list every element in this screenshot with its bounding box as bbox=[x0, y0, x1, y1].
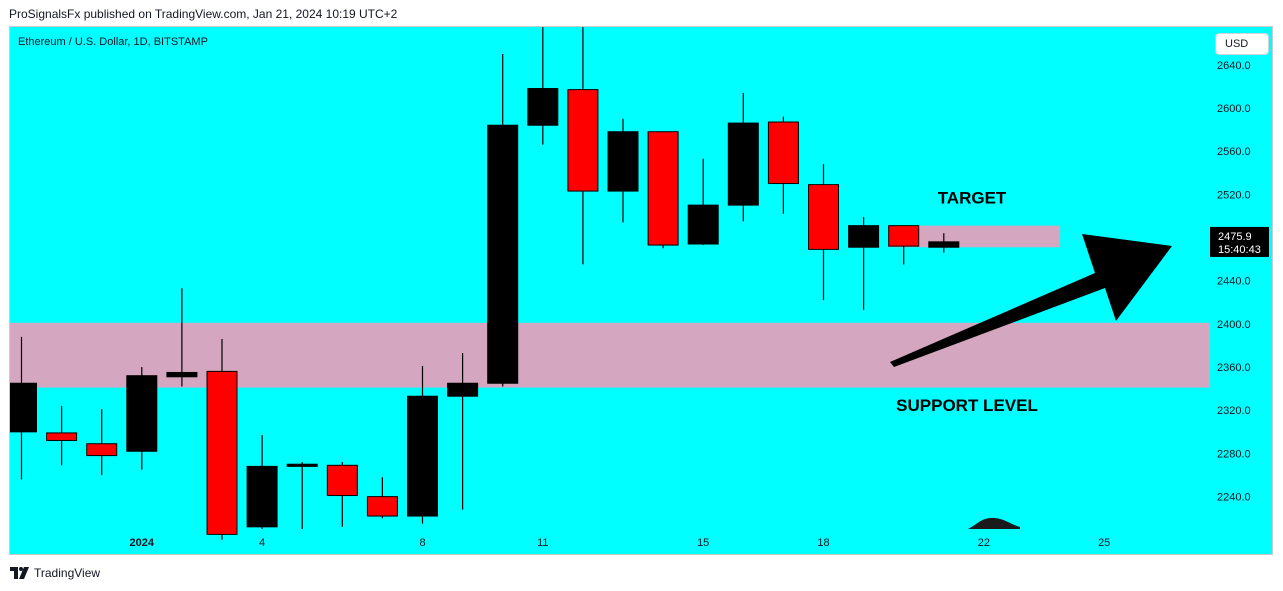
time-tick-label: 22 bbox=[978, 537, 990, 549]
candle bbox=[206, 338, 238, 540]
symbol-title: Ethereum / U.S. Dollar, 1D, BITSTAMP bbox=[18, 36, 208, 48]
time-tick-label: 8 bbox=[419, 537, 425, 549]
candle-body bbox=[727, 122, 759, 206]
candle bbox=[46, 405, 78, 466]
candlestick-chart[interactable]: TARGET SUPPORT LEVEL 2240.0 2280.0 2320.0 23… bbox=[10, 27, 1272, 554]
candle bbox=[928, 233, 960, 253]
candle-body bbox=[246, 465, 278, 528]
candle-body bbox=[286, 463, 318, 467]
candle-body bbox=[928, 241, 960, 248]
time-tick-label: 4 bbox=[259, 537, 265, 549]
candle-body bbox=[888, 225, 920, 247]
candle bbox=[447, 353, 479, 510]
candle bbox=[527, 27, 559, 145]
candle-body bbox=[607, 131, 639, 192]
support-zone bbox=[10, 322, 1210, 388]
last-price-countdown: 15:40:43 bbox=[1218, 244, 1261, 256]
candle-body bbox=[126, 375, 158, 452]
candle bbox=[326, 462, 358, 527]
support-label: SUPPORT LEVEL bbox=[896, 396, 1038, 415]
time-tick-label: 25 bbox=[1098, 537, 1110, 549]
candle bbox=[647, 131, 679, 249]
candle-body bbox=[86, 443, 118, 457]
target-label: TARGET bbox=[938, 188, 1007, 207]
trend-arrow bbox=[890, 234, 1172, 367]
currency-label: USD bbox=[1225, 38, 1249, 50]
candle-body bbox=[366, 496, 398, 517]
candle-body bbox=[166, 371, 198, 378]
candle bbox=[166, 288, 198, 387]
candle-body bbox=[647, 131, 679, 246]
last-price-value: 2475.9 bbox=[1218, 231, 1252, 243]
price-tick-label: 2520.0 bbox=[1217, 189, 1251, 201]
candle-body bbox=[687, 204, 719, 245]
price-tick-label: 2440.0 bbox=[1217, 276, 1251, 288]
publish-info: ProSignalsFx published on TradingView.co… bbox=[9, 7, 398, 21]
candle bbox=[848, 217, 880, 310]
price-tick-label: 2560.0 bbox=[1217, 146, 1251, 158]
time-tick-label: 18 bbox=[817, 537, 829, 549]
currency-selector[interactable]: USD bbox=[1215, 33, 1269, 55]
candle-body bbox=[808, 184, 839, 250]
candle bbox=[487, 53, 519, 387]
footer-brand-label: TradingView bbox=[34, 566, 101, 580]
price-tick-label: 2240.0 bbox=[1217, 492, 1251, 504]
candle bbox=[407, 365, 438, 524]
candle bbox=[10, 336, 37, 480]
time-tick-label: 11 bbox=[537, 537, 548, 549]
candle bbox=[607, 118, 639, 223]
candle bbox=[366, 477, 398, 519]
candle-body bbox=[206, 370, 238, 535]
tradingview-logo-icon bbox=[10, 567, 29, 579]
candle-body bbox=[326, 464, 358, 497]
candle bbox=[888, 225, 920, 265]
candle-body bbox=[10, 382, 37, 433]
candle-body bbox=[407, 395, 438, 517]
candle bbox=[567, 27, 599, 265]
candle bbox=[808, 164, 839, 301]
chart-area[interactable]: TARGET SUPPORT LEVEL 2240.0 2280.0 2320.0 23… bbox=[9, 26, 1273, 555]
last-price-tag bbox=[1210, 226, 1269, 257]
footer-brand[interactable]: TradingView bbox=[10, 566, 100, 580]
price-tick-label: 2280.0 bbox=[1217, 448, 1251, 460]
candle bbox=[767, 116, 799, 214]
candle-body bbox=[46, 432, 78, 441]
candle bbox=[727, 92, 759, 222]
time-tick-label: 15 bbox=[697, 537, 709, 549]
candle bbox=[246, 435, 278, 529]
candle-body bbox=[527, 88, 559, 126]
price-tick-label: 2600.0 bbox=[1217, 103, 1251, 115]
candle-body bbox=[567, 89, 599, 192]
candle-body bbox=[487, 124, 519, 384]
candle-body bbox=[767, 121, 799, 185]
candle-body bbox=[447, 382, 479, 397]
price-tick-label: 2640.0 bbox=[1217, 60, 1251, 72]
candle bbox=[86, 409, 118, 476]
candle bbox=[286, 462, 318, 529]
candle-body bbox=[848, 225, 880, 248]
volume-bump bbox=[968, 517, 1020, 529]
time-tick-label: 2024 bbox=[130, 537, 155, 549]
candle bbox=[687, 158, 719, 246]
price-tick-label: 2320.0 bbox=[1217, 405, 1251, 417]
price-tick-label: 2400.0 bbox=[1217, 319, 1251, 331]
price-tick-label: 2360.0 bbox=[1217, 362, 1251, 374]
candle bbox=[126, 367, 158, 470]
